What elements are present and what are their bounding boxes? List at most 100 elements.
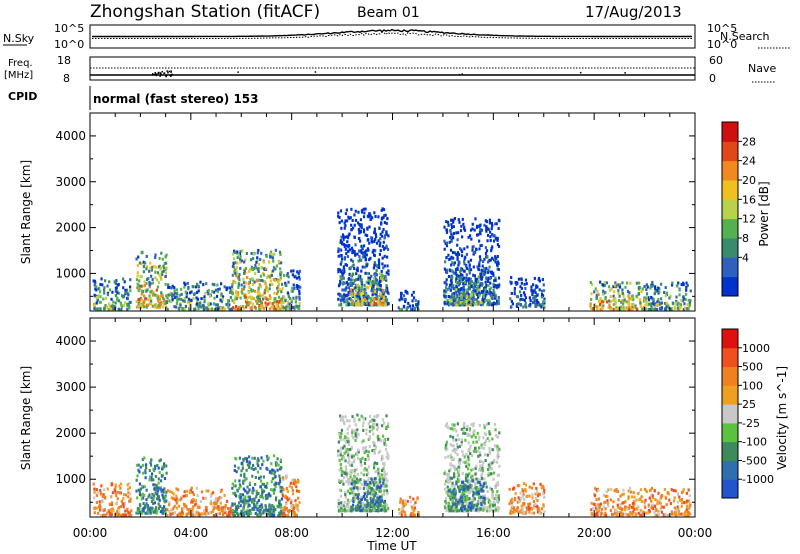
data-cell — [403, 504, 406, 508]
data-cell — [353, 235, 356, 239]
data-cell — [341, 257, 344, 261]
data-cell — [109, 511, 112, 515]
data-cell — [231, 486, 234, 490]
data-cell — [373, 418, 376, 422]
freq-tick-high: 18 — [57, 54, 71, 67]
data-cell — [383, 254, 386, 258]
data-cell — [204, 291, 207, 295]
data-cell — [412, 290, 415, 294]
data-cell — [168, 299, 171, 303]
data-cell — [372, 432, 375, 436]
data-cell — [339, 489, 343, 493]
data-cell — [367, 278, 371, 282]
data-cell — [483, 257, 486, 261]
data-cell — [270, 507, 273, 511]
data-cell — [251, 506, 254, 510]
data-cell — [467, 490, 470, 494]
data-cell — [142, 270, 145, 274]
data-cell — [465, 266, 468, 270]
data-cell — [339, 281, 342, 285]
data-cell — [365, 264, 368, 268]
data-cell — [95, 301, 98, 305]
data-cell — [127, 487, 130, 491]
data-cell — [164, 499, 167, 503]
data-cell — [259, 294, 262, 298]
data-cell — [372, 480, 375, 484]
data-cell — [257, 508, 260, 512]
data-cell — [446, 447, 449, 451]
data-cell — [532, 283, 535, 287]
data-cell — [609, 288, 612, 292]
data-cell — [179, 513, 182, 517]
data-cell — [609, 307, 613, 311]
data-cell — [646, 303, 649, 307]
data-cell — [98, 503, 101, 507]
data-cell — [373, 441, 376, 445]
data-cell — [462, 429, 465, 433]
data-cell — [377, 471, 380, 475]
data-cell — [292, 269, 295, 273]
data-cell — [148, 285, 151, 289]
data-cell — [344, 459, 347, 463]
data-cell — [445, 501, 448, 505]
data-cell — [484, 286, 487, 290]
data-cell — [445, 491, 448, 495]
data-cell — [122, 295, 125, 299]
data-cell — [238, 252, 242, 256]
data-cell — [351, 272, 355, 276]
data-cell — [191, 508, 194, 512]
data-cell — [375, 264, 379, 268]
data-cell — [453, 251, 456, 255]
data-cell — [483, 223, 486, 227]
data-cell — [94, 281, 97, 285]
data-cell — [370, 286, 374, 290]
data-cell — [660, 301, 663, 305]
data-cell — [475, 477, 478, 481]
data-cell — [376, 434, 380, 438]
data-cell — [339, 239, 342, 243]
frequency-point — [169, 74, 172, 76]
data-cell — [185, 295, 188, 299]
data-cell — [601, 292, 605, 296]
noise-strip: N.Sky 10^5 10^0 10^5 10^0 N.Search — [3, 22, 790, 51]
data-cell — [338, 294, 342, 298]
data-cell — [478, 264, 481, 268]
data-cell — [344, 224, 347, 228]
data-cell — [346, 504, 349, 508]
data-cell — [241, 499, 245, 503]
data-cell — [248, 503, 251, 507]
data-cell — [461, 267, 464, 271]
data-cell — [476, 284, 480, 288]
data-cell — [293, 506, 296, 510]
data-cell — [159, 458, 163, 462]
data-cell — [386, 437, 390, 441]
data-cell — [346, 489, 350, 493]
data-cell — [412, 296, 416, 300]
data-cell — [281, 486, 284, 490]
data-cell — [355, 268, 358, 272]
data-cell — [170, 300, 173, 304]
data-cell — [278, 482, 281, 486]
data-cell — [471, 248, 474, 252]
freq-tick-low: 8 — [63, 72, 70, 85]
data-cell — [291, 289, 294, 293]
data-cell — [450, 281, 453, 285]
data-cell — [359, 460, 362, 464]
data-cell — [149, 297, 152, 301]
data-cell — [658, 287, 661, 291]
data-cell — [525, 305, 528, 309]
data-cell — [470, 300, 474, 304]
data-cell — [479, 223, 482, 227]
data-cell — [598, 299, 601, 303]
data-cell — [339, 254, 342, 258]
data-cell — [252, 500, 255, 504]
data-cell — [239, 499, 242, 503]
data-cell — [114, 485, 117, 489]
data-cell — [488, 288, 491, 292]
data-cell — [489, 277, 492, 281]
data-cell — [451, 234, 454, 238]
data-cell — [466, 245, 469, 249]
data-cell — [453, 217, 457, 221]
data-cell — [337, 292, 340, 296]
data-cell — [356, 488, 360, 492]
